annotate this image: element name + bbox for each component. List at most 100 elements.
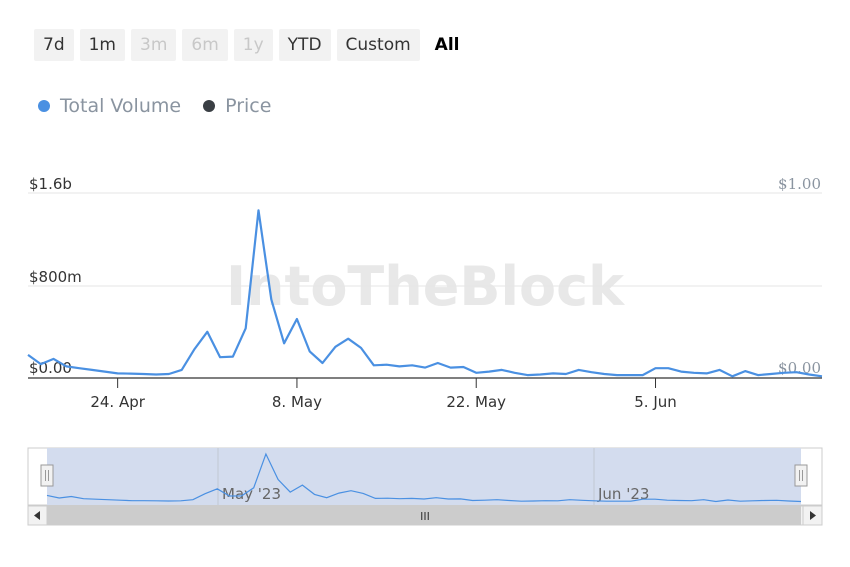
data-point	[219, 356, 221, 358]
data-point	[270, 298, 272, 300]
data-point	[309, 350, 311, 352]
y-left-tick-label: $800m	[29, 268, 82, 286]
data-point	[347, 338, 349, 340]
data-point	[296, 318, 298, 320]
range-button-1m[interactable]: 1m	[79, 29, 125, 61]
data-point	[117, 372, 119, 374]
data-point	[629, 374, 631, 376]
y-right-tick-label: $1.00	[778, 175, 821, 193]
scroll-right-arrow-icon[interactable]	[802, 505, 823, 526]
data-point	[65, 365, 67, 367]
x-axis-ticks: 24. Apr 8. May 22. May 5. Jun	[90, 378, 677, 411]
data-point	[360, 347, 362, 349]
range-button-6m: 6m	[182, 29, 228, 61]
data-point	[821, 375, 823, 377]
range-button-3m: 3m	[131, 29, 177, 61]
range-selector: 7d 1m 3m 6m 1y YTD Custom All	[34, 29, 468, 61]
range-button-all[interactable]: All	[434, 35, 460, 55]
data-point	[719, 369, 721, 371]
x-tick-label: 5. Jun	[634, 393, 677, 411]
data-point	[770, 373, 772, 375]
range-button-1y: 1y	[233, 29, 273, 61]
data-point	[155, 374, 157, 376]
data-point	[757, 374, 759, 376]
data-point	[680, 371, 682, 373]
data-point	[334, 346, 336, 348]
legend-item-total-volume[interactable]: Total Volume	[38, 95, 181, 117]
chart-legend: Total Volume Price	[38, 95, 271, 117]
range-button-ytd[interactable]: YTD	[278, 29, 331, 61]
data-point	[783, 372, 785, 374]
data-point	[527, 374, 529, 376]
data-point	[693, 372, 695, 374]
data-point	[514, 372, 516, 374]
data-point	[424, 367, 426, 369]
x-tick-label: 24. Apr	[90, 393, 145, 411]
data-point	[616, 374, 618, 376]
data-point	[437, 362, 439, 364]
data-point	[322, 362, 324, 364]
data-point	[40, 363, 42, 365]
data-point	[488, 371, 490, 373]
data-point	[603, 373, 605, 375]
data-point	[130, 373, 132, 375]
data-point	[27, 354, 29, 356]
data-point	[808, 374, 810, 376]
data-point	[731, 375, 733, 377]
data-point	[411, 364, 413, 366]
data-point	[501, 369, 503, 371]
data-point	[245, 327, 247, 329]
data-point	[578, 369, 580, 371]
data-point	[78, 367, 80, 369]
data-point	[642, 374, 644, 376]
data-point	[181, 369, 183, 371]
navigator-label-may: May '23	[222, 485, 281, 503]
data-point	[386, 364, 388, 366]
navigator-right-handle[interactable]	[794, 464, 808, 487]
data-point	[53, 358, 55, 360]
navigator-label-jun: Jun '23	[597, 485, 649, 503]
data-point	[539, 374, 541, 376]
legend-label-total-volume: Total Volume	[60, 95, 182, 117]
data-point	[552, 372, 554, 374]
data-point	[206, 331, 208, 333]
range-button-7d[interactable]: 7d	[34, 29, 74, 61]
data-point	[283, 342, 285, 344]
data-point	[142, 373, 144, 375]
legend-item-price[interactable]: Price	[203, 95, 271, 117]
navigator-selected-range[interactable]	[47, 448, 801, 505]
data-point	[565, 373, 567, 375]
data-point	[475, 372, 477, 374]
total-volume-series-line	[27, 209, 823, 378]
data-point	[462, 366, 464, 368]
range-button-custom[interactable]: Custom	[336, 29, 420, 61]
x-tick-label: 22. May	[446, 393, 506, 411]
y-left-tick-label: $1.6b	[29, 175, 72, 193]
data-point	[168, 373, 170, 375]
data-point	[258, 209, 260, 211]
data-point	[795, 371, 797, 373]
total-volume-dot-icon	[38, 100, 50, 112]
data-point	[591, 371, 593, 373]
data-point	[655, 367, 657, 369]
data-point	[373, 364, 375, 366]
data-point	[91, 369, 93, 371]
legend-label-price: Price	[225, 95, 272, 117]
data-point	[104, 371, 106, 373]
data-point	[706, 372, 708, 374]
scrollbar-grip-icon: III	[420, 510, 430, 523]
scrollbar-thumb[interactable]	[47, 506, 801, 525]
data-point	[398, 365, 400, 367]
scroll-left-arrow-icon[interactable]	[27, 505, 48, 526]
navigator-left-handle[interactable]	[40, 464, 54, 487]
data-point	[194, 348, 196, 350]
data-point	[667, 367, 669, 369]
x-tick-label: 8. May	[272, 393, 322, 411]
data-point	[450, 367, 452, 369]
navigator-series-line	[46, 452, 802, 503]
y-left-tick-label: $0.00	[29, 359, 72, 377]
data-point	[744, 370, 746, 372]
data-point	[232, 356, 234, 358]
price-dot-icon	[203, 100, 216, 112]
